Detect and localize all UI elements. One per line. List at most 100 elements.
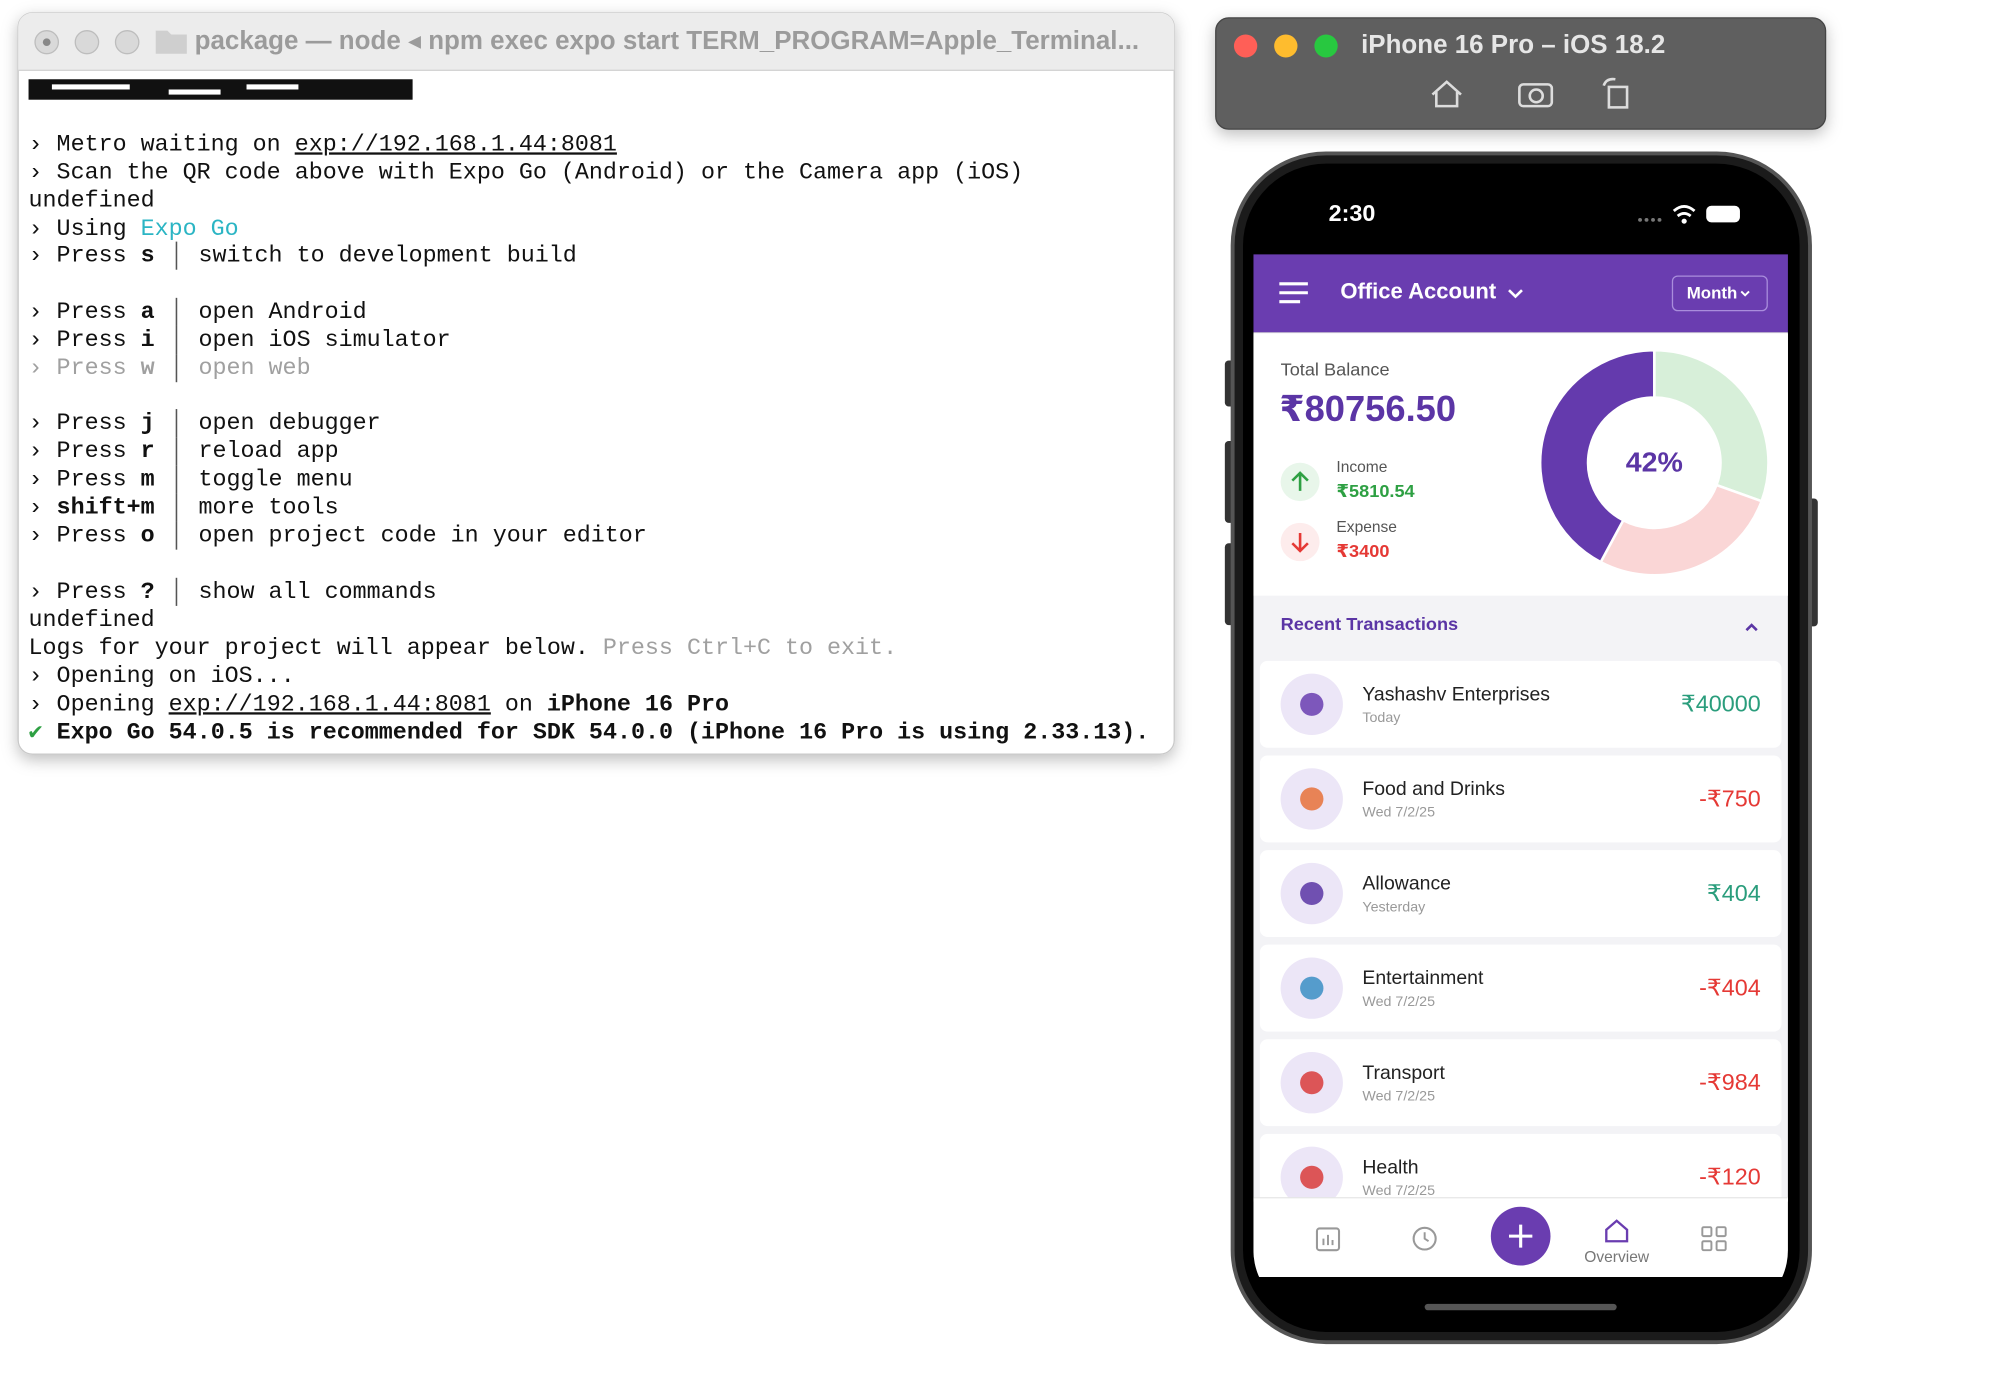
transaction-card[interactable]	[1259, 755, 1782, 843]
expense-arrow	[1291, 533, 1309, 553]
minimize-button[interactable]	[1274, 34, 1298, 58]
terminal-text: › Metro waiting on	[29, 132, 295, 158]
minimize-button[interactable]	[74, 30, 100, 55]
qr-gap	[51, 84, 130, 90]
close-dot	[42, 38, 51, 47]
transaction-card[interactable]	[1259, 1133, 1782, 1221]
donut-chart	[1538, 348, 1770, 577]
transaction-card[interactable]	[1259, 1039, 1782, 1127]
transaction-amount: -₹984	[1699, 1069, 1761, 1095]
terminal-text: j	[141, 410, 155, 436]
rotate-rect	[1607, 85, 1629, 109]
collapse-button[interactable]	[1745, 623, 1758, 632]
period-button[interactable]	[1671, 275, 1768, 312]
qr-residue	[28, 79, 413, 100]
donut-segment-expense	[1598, 483, 1764, 577]
terminal-text: o	[141, 523, 155, 549]
terminal-text: › Press	[29, 327, 141, 353]
transaction-icon	[1300, 692, 1324, 716]
signal-dot	[1644, 217, 1649, 222]
terminal-line: ✔ Expo Go 54.0.5 is recommended for SDK …	[29, 720, 1150, 746]
terminal-text: undefined	[29, 607, 155, 633]
terminal-text: reload app	[199, 438, 339, 464]
transaction-list: Yashashv Enterprises Today ₹40000 Food and …	[1259, 660, 1782, 1221]
terminal-line: › Press r reload app	[29, 438, 339, 464]
terminal-text: › Press	[29, 438, 141, 464]
transaction-amount: ₹404	[1707, 880, 1761, 906]
menu-button[interactable]	[1279, 282, 1308, 304]
terminal-text: ✔	[29, 720, 43, 746]
donut-segment-income	[1653, 348, 1770, 503]
recent-title: Recent Transactions	[1281, 614, 1459, 634]
screenshot-button[interactable]	[1518, 83, 1554, 108]
terminal-text: open web	[199, 355, 311, 381]
terminal-text: w	[141, 355, 155, 381]
terminal-text: › Press	[29, 523, 141, 549]
transaction-card[interactable]	[1259, 660, 1782, 748]
account-selector[interactable]: Office Account	[1340, 279, 1497, 304]
terminal-text: shift+m	[57, 495, 155, 521]
terminal-text: › Opening	[29, 692, 169, 718]
zoom-button[interactable]	[1314, 34, 1338, 58]
terminal-text: open project code in your editor	[199, 523, 647, 549]
terminal-text: a	[141, 299, 155, 325]
nav-history[interactable]	[1412, 1226, 1437, 1251]
terminal-text: Logs for your project will appear below.	[29, 635, 603, 661]
terminal-text: undefined	[29, 188, 155, 214]
terminal-text: more tools	[199, 495, 339, 521]
phone: 2:30 Office Account Month Total Balance …	[1224, 151, 1818, 1345]
terminal-text: exp://192.168.1.44:8081	[169, 692, 491, 718]
terminal-text: open iOS simulator	[199, 327, 451, 353]
terminal-line: › Using Expo Go	[29, 216, 239, 242]
close-button[interactable]	[1233, 34, 1258, 58]
zoom-button[interactable]	[114, 30, 140, 55]
terminal-text: › Press	[29, 299, 141, 325]
transaction-date: Yesterday	[1362, 899, 1426, 915]
transaction-name: Transport	[1362, 1063, 1445, 1084]
income-label: Income	[1336, 459, 1387, 476]
app-header	[1253, 254, 1788, 333]
battery-icon	[1706, 205, 1740, 223]
terminal-line: › Metro waiting on exp://192.168.1.44:80…	[29, 132, 617, 158]
terminal-text: show all commands	[199, 579, 437, 605]
terminal-text: i	[141, 327, 155, 353]
folder-icon	[155, 30, 187, 54]
grid-cell	[1715, 1240, 1727, 1252]
nav-stats[interactable]	[1315, 1227, 1341, 1252]
terminal-line: › Press s switch to development build	[29, 243, 577, 269]
history-icon	[1412, 1226, 1437, 1251]
wifi-icon	[1672, 205, 1696, 218]
terminal-text: › Opening on iOS...	[29, 663, 295, 689]
terminal-text: › Press	[29, 579, 141, 605]
home-button[interactable]	[1431, 80, 1462, 108]
transaction-date: Wed 7/2/25	[1362, 994, 1435, 1010]
transaction-icon	[1300, 882, 1324, 906]
terminal-line: undefined	[29, 607, 155, 633]
terminal-text: iPhone 16 Pro	[547, 692, 729, 718]
terminal-text: switch to development build	[199, 243, 577, 269]
transaction-icon	[1300, 1071, 1324, 1095]
terminal-text: m	[141, 467, 155, 493]
terminal-line: › Press j open debugger	[29, 410, 381, 436]
transaction-card[interactable]	[1259, 944, 1782, 1032]
terminal-text: Expo Go 54.0.5 is recommended for SDK 54…	[43, 720, 1150, 746]
transaction-name: Food and Drinks	[1362, 779, 1505, 800]
nav-more[interactable]	[1701, 1226, 1727, 1252]
transaction-amount: -₹120	[1699, 1164, 1761, 1190]
home-indicator	[1424, 1303, 1617, 1311]
terminal-text: › Scan the QR code above with Expo Go (A…	[29, 160, 1024, 186]
donut-segment-balance	[1538, 348, 1656, 564]
nav-home[interactable]	[1605, 1219, 1629, 1243]
terminal-text: exp://192.168.1.44:8081	[295, 132, 617, 158]
rotate-button[interactable]	[1602, 77, 1629, 109]
transaction-card[interactable]	[1259, 850, 1782, 937]
expense-label: Expense	[1336, 519, 1397, 536]
transaction-name: Allowance	[1362, 874, 1451, 895]
rotate-arrow	[1602, 77, 1616, 87]
camera-lens	[1528, 88, 1545, 104]
donut-label: 42%	[1626, 447, 1683, 479]
terminal-text: › Press	[29, 467, 141, 493]
wifi-dot	[1681, 218, 1687, 224]
grid-cell	[1715, 1226, 1727, 1238]
